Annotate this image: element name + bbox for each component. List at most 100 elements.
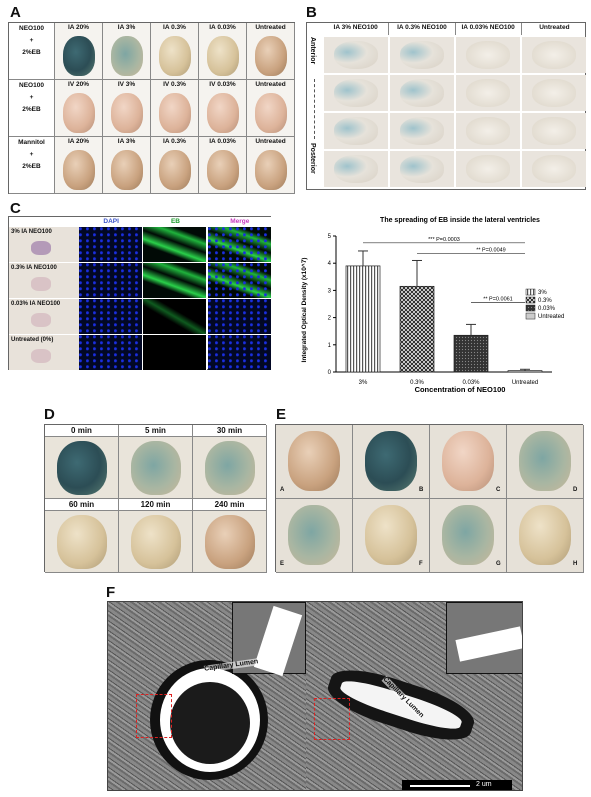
brain-cell-label: IV 0.3% [163,81,186,88]
anterior-label: Anterior [309,37,316,65]
brain-section [400,117,444,145]
red-blood-cell [170,682,250,764]
tissue-sample [31,349,51,363]
brain-section [466,79,510,107]
row-label-text: NEO100 [19,25,44,32]
row-label-text: 2%EB [22,49,41,56]
brain-cell: C [430,425,507,499]
cell-letter: C [496,487,501,493]
brain-section [400,155,444,183]
chart-title: The spreading of EB inside the lateral v… [380,217,540,224]
brain-slice [390,37,454,73]
brain-photo [159,150,191,190]
brain-cell-label: IA 0.03% [209,138,236,145]
brain-slice [456,37,520,73]
legend-label: 0.3% [538,298,552,304]
timepoint-label: 60 min [45,499,118,511]
cell-letter: D [573,487,578,493]
brain-cell: B [353,425,430,499]
bar-0 [345,265,381,373]
merge-image [207,335,272,371]
brain-photo [288,431,340,491]
x-tick-label: Untreated [512,380,538,386]
brain-cell-label: IA 3% [117,138,136,145]
brain-photo [207,93,239,133]
brain-section [334,41,378,69]
tissue-sample [31,241,51,255]
brain-photo [63,36,95,76]
chart-xlabel: Concentration of NEO100 [415,385,506,394]
brain-cell-label: Untreated [255,138,286,145]
tissue-thumbnail: 3% IA NEO100 [9,227,79,263]
brain-slice [522,151,586,187]
p-value-annotation: ** P=0.0061 [483,297,513,303]
brain-photo [519,431,571,491]
eb-image [143,335,208,371]
brain-section [532,117,576,145]
legend-label: 0.03% [538,306,556,312]
axis-dash [314,79,315,139]
merge-header: Merge [230,218,250,225]
dapi-image [79,335,143,371]
em-image-right: Capillary Lumen 2 um [306,602,522,790]
brain-cell: IV 0.3% [151,80,199,137]
merge-image [207,299,272,335]
brain-photo [255,150,287,190]
p-value-annotation: ** P=0.0049 [476,248,506,254]
panel-label-d: D [44,406,55,423]
timepoint-label: 240 min [193,499,266,511]
y-tick-label: 4 [328,261,332,267]
brain-section [334,79,378,107]
brain-cell-label: IA 3% [117,24,136,31]
brain-slice [522,37,586,73]
brain-cell: H [507,499,584,573]
brain-slice [456,113,520,149]
brain-section [532,79,576,107]
brain-photo [57,441,107,495]
brain-cell: D [507,425,584,499]
brain-cell: IA 20% [55,137,103,194]
timepoint-label: 5 min [119,425,192,437]
cell-letter: G [496,561,501,567]
brain-photo [207,150,239,190]
chart-ylabel: Integrated Optical Density (x10^7) [300,258,308,363]
panel-label-a: A [10,4,21,21]
panel-b-header: IA 0.03% NEO100 [456,23,522,35]
scale-bar-bg: 2 um [402,780,512,790]
tissue-sample [31,313,51,327]
merge-image [207,227,272,263]
merge-image [207,263,272,299]
brain-cell: IA 3% [103,137,151,194]
brain-slice [390,151,454,187]
dapi-header: DAPI [103,218,119,225]
panel-b: IA 3% NEO100 IA 0.3% NEO100 IA 0.03% NEO… [306,22,586,190]
brain-cell: Untreated [247,23,295,80]
brain-slice [522,75,586,111]
legend-label: Untreated [538,314,564,320]
brain-cell-label: IA 20% [67,24,90,31]
brain-slice [390,113,454,149]
bar-2 [453,334,489,373]
eb-image [143,299,208,335]
timepoint-cell: 60 min [45,499,119,573]
dapi-image [79,299,143,335]
brain-cell: F [353,499,430,573]
timepoint-cell: 0 min [45,425,119,499]
legend-swatch [525,312,536,320]
y-tick-label: 5 [328,234,332,240]
row-label-text: + [29,37,34,44]
brain-cell-label: IA 0.3% [163,24,186,31]
brain-cell: IV 0.03% [199,80,247,137]
brain-cell: IA 0.3% [151,23,199,80]
tissue-thumbnail: 0.3% IA NEO100 [9,263,79,299]
eb-image [143,263,208,299]
brain-photo [205,515,255,569]
tissue-label: 0.3% IA NEO100 [11,265,57,271]
cell-letter: B [419,487,424,493]
brain-photo [519,505,571,565]
bar-chart: The spreading of EB inside the lateral v… [300,217,564,394]
cell-letter: E [280,561,285,567]
brain-cell: Untreated [247,137,295,194]
brain-photo [159,93,191,133]
scale-bar [410,785,470,787]
